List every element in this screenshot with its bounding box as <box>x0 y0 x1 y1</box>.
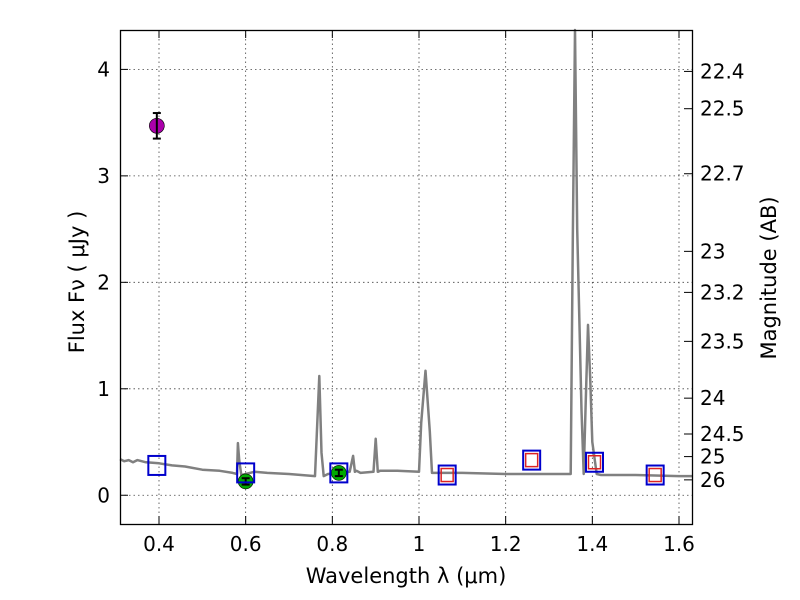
model-photometry-square <box>437 464 457 486</box>
model-spectrum-line <box>119 28 692 478</box>
grid-lines <box>120 30 692 524</box>
model-photometry-square <box>645 464 665 486</box>
x-tick-label: 1 <box>413 532 426 556</box>
magnitude-tick-label: 24.5 <box>700 422 745 446</box>
magnitude-tick-label: 23.2 <box>700 280 745 304</box>
model-photometry-square <box>236 462 256 484</box>
magnitude-tick-label: 25 <box>700 445 725 469</box>
x-tick-label: 0.6 <box>230 532 262 556</box>
upper-limit-square <box>440 467 454 483</box>
magnitude-tick-label: 22.4 <box>700 59 745 83</box>
x-tick-label: 1.4 <box>576 532 608 556</box>
plot-frame <box>119 29 694 526</box>
magnitude-tick-label: 22.7 <box>700 162 745 186</box>
x-axis-ticks: 0.4 0.6 0.8 1 1.2 1.4 1.6 <box>143 30 695 556</box>
plot-series <box>119 28 692 490</box>
model-photometry-square <box>585 451 604 473</box>
x-tick-label: 0.8 <box>316 532 348 556</box>
y-tick-label: 0 <box>97 483 110 507</box>
upper-limit-square <box>524 452 539 468</box>
model-photometry-square <box>522 449 542 471</box>
model-photometry-square <box>329 462 349 484</box>
model-photometry-square <box>147 454 167 476</box>
y-tick-label: 3 <box>97 164 110 188</box>
upper-limit-square <box>648 467 662 483</box>
magnitude-tick-label: 23 <box>700 239 725 263</box>
x-axis-label: Wavelength λ (μm) <box>306 564 507 588</box>
y-tick-label: 2 <box>97 270 110 294</box>
magnitude-tick-label: 26 <box>700 468 725 492</box>
x-tick-label: 1.2 <box>490 532 522 556</box>
magnitude-tick-label: 24 <box>700 386 725 410</box>
y-tick-label: 4 <box>97 57 110 81</box>
y-axis-label: Flux Fν ( μJy ) <box>65 211 89 354</box>
magnitude-tick-label: 23.5 <box>700 329 745 353</box>
x-tick-label: 0.4 <box>143 532 175 556</box>
y-tick-label: 1 <box>97 377 110 401</box>
x-tick-label: 1.6 <box>663 532 695 556</box>
magnitude-tick-label: 22.5 <box>700 97 745 121</box>
y-axis-ticks: 0 1 2 3 4 <box>97 57 128 507</box>
magnitude-axis-label: Magnitude (AB) <box>757 196 781 359</box>
upper-limit-square <box>587 455 602 470</box>
